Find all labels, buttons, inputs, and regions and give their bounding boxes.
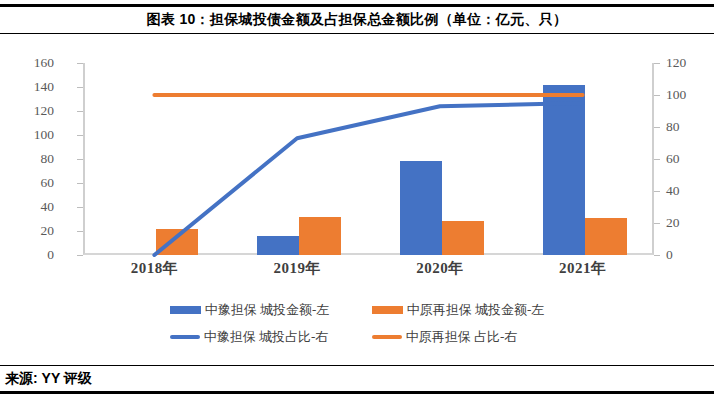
x-axis-label: 2021年 [559,259,607,278]
legend-item-zhongyu-amount: 中豫担保 城投金额-左 [170,301,350,319]
y-axis-tick-right [654,63,660,64]
y-axis-label-left: 40 [41,200,55,214]
y-axis-tick-right [654,255,660,256]
title-divider-rule [0,33,714,34]
y-axis-label-left: 80 [41,152,55,166]
orange-bar-swatch-icon [372,306,403,314]
legend-item-zhongyu-ratio: 中豫担保 城投占比-右 [170,328,350,346]
y-axis-label-left: 160 [34,56,54,70]
top-border-rule [0,4,714,7]
legend-label: 中豫担保 城投占比-右 [204,328,329,346]
chart-legend: 中豫担保 城投金额-左 中原再担保 城投金额-左 中豫担保 城投占比-右 中原再… [0,301,714,346]
report-figure: 图表 10：担保城投债金额及占担保总金额比例（单位：亿元、只） 0 20 40 60 8… [0,0,714,401]
legend-label: 中原再担保 城投金额-左 [407,301,545,319]
source-divider-rule [0,365,714,366]
y-axis-label-left: 0 [47,248,54,262]
blue-line-swatch-icon [170,335,200,339]
y-axis-label-right: 0 [666,248,673,262]
y-axis-label-left: 140 [34,80,54,94]
y-axis-tick-right [654,159,660,160]
legend-label: 中豫担保 城投金额-左 [205,301,330,319]
y-axis-label-right: 100 [666,88,686,102]
x-axis-label: 2019年 [273,259,321,278]
x-axis-label: 2020年 [416,259,464,278]
y-axis-label-right: 60 [666,152,680,166]
legend-item-zhongyuanzai-ratio: 中原再担保 占比-右 [372,328,545,346]
orange-line-swatch-icon [372,335,402,339]
y-axis-tick-right [654,127,660,128]
y-axis-tick-right [654,191,660,192]
x-axis-label: 2018年 [131,259,179,278]
y-axis-tick-right [654,223,660,224]
legend-item-zhongyuanzai-amount: 中原再担保 城投金额-左 [372,301,545,319]
y-axis-label-left: 120 [34,104,54,118]
source-text: 来源: YY 评级 [5,370,92,388]
chart-title: 图表 10：担保城投债金额及占担保总金额比例（单位：亿元、只） [0,11,714,29]
y-axis-label-left: 20 [41,224,55,238]
bottom-border-rule [0,391,714,394]
y-axis-label-left: 100 [34,128,54,142]
y-axis-label-right: 40 [666,184,680,198]
y-axis-label-right: 20 [666,216,680,230]
blue-bar-swatch-icon [170,306,201,314]
line-blue-ratio [154,103,582,255]
y-axis-label-left: 60 [41,176,55,190]
y-axis-label-right: 80 [666,120,680,134]
line-series-layer [83,63,654,255]
legend-label: 中原再担保 占比-右 [406,328,518,346]
y-axis-tick-right [654,95,660,96]
y-axis-label-right: 120 [666,56,686,70]
